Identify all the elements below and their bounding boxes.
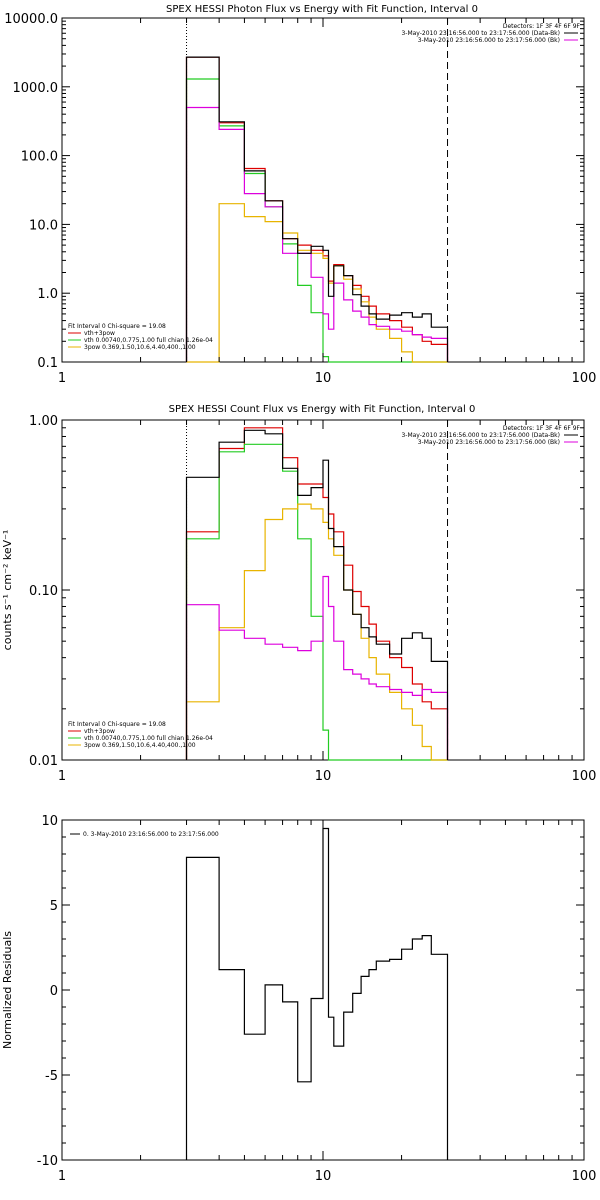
y-tick-label: 1000.0 [13,81,59,96]
series-vth-3pow [185,427,449,760]
y-tick-label: 100.0 [21,150,58,165]
series-bk [185,106,449,362]
x-tick-label: 1 [58,769,66,784]
x-tick-label: 1 [58,1169,66,1184]
chart-title: SPEX HESSI Count Flux vs Energy with Fit… [169,404,476,415]
count-flux-panel: SPEX HESSI Count Flux vs Energy with Fit… [1,404,596,784]
photon-flux-panel: SPEX HESSI Photon Flux vs Energy with Fi… [4,4,596,386]
y-tick-label: 10 [41,814,58,829]
y-tick-label: 1.00 [29,414,58,429]
legend-entry: 3pow 0.369,1.50,10.6,4.40,400.,1.00 [84,742,196,749]
legend-entry: 3pow 0.369,1.50,10.6,4.40,400.,1.00 [84,344,196,351]
y-tick-label: 10.0 [29,218,58,233]
residuals-panel: Normalized Residuals -10 -5 0 5 10 1 10 100 0.… [1,814,596,1184]
legend-entry: 3-May-2010 23:16:56.000 to 23:17:56.000 … [401,432,560,439]
legend-entry: Detectors: 1F 3F 4F 6F 9F [503,23,581,30]
legend-entry: Fit Interval 0 Chi-square = 19.08 [68,323,166,330]
y-axis-label: Normalized Residuals [1,931,14,1049]
series-0-3-may-2010-23-16-56-000-to-23-17-56-000 [185,827,449,1160]
legend-entry: 3-May-2010 23:16:56.000 to 23:17:56.000 … [418,37,560,44]
y-tick-label: 0.10 [29,584,58,599]
y-tick-label: 10000.0 [4,12,58,27]
y-tick-label: 0 [50,984,58,999]
legend-entry: vth+3pow [84,330,115,337]
legend-entry: 3-May-2010 23:16:56.000 to 23:17:56.000 … [418,439,560,446]
x-tick-label: 10 [315,769,332,784]
legend-entry: Fit Interval 0 Chi-square = 19.08 [68,721,166,728]
y-tick-label: -10 [37,1154,58,1169]
legend-entry: vth 0.00740,0.775,1.00 full chian 1.26e-… [84,337,213,344]
series-data-bk [185,56,449,362]
series-3pow [186,203,448,363]
y-tick-label: 5 [50,899,58,914]
x-tick-label: 100 [572,1169,597,1184]
x-tick-label: 10 [315,1169,332,1184]
legend-entry: 0. 3-May-2010 23:16:56.000 to 23:17:56.0… [83,831,219,838]
y-tick-label: 0.1 [37,356,58,371]
x-tick-label: 1 [58,371,66,386]
x-tick-label: 10 [315,371,332,386]
legend-entry: 3-May-2010 23:16:56.000 to 23:17:56.000 … [401,30,560,37]
y-axis-label: counts s⁻¹ cm⁻² keV⁻¹ [1,530,14,651]
series-3pow [185,503,448,761]
chart-title: SPEX HESSI Photon Flux vs Energy with Fi… [166,4,478,15]
x-tick-label: 100 [572,371,597,386]
x-tick-label: 100 [572,769,597,784]
legend-entry: vth+3pow [84,728,115,735]
y-tick-label: 1.0 [37,287,58,302]
y-tick-label: 0.01 [29,754,58,769]
legend-entry: Detectors: 1F 3F 4F 6F 9F [503,425,581,432]
legend-entry: vth 0.00740,0.775,1.00 full chian 1.26e-… [84,735,213,742]
series-vth-3pow [185,56,449,362]
series-data-bk [185,429,449,760]
series-vth [185,443,448,761]
y-tick-label: -5 [45,1069,58,1084]
series-bk [185,575,449,760]
